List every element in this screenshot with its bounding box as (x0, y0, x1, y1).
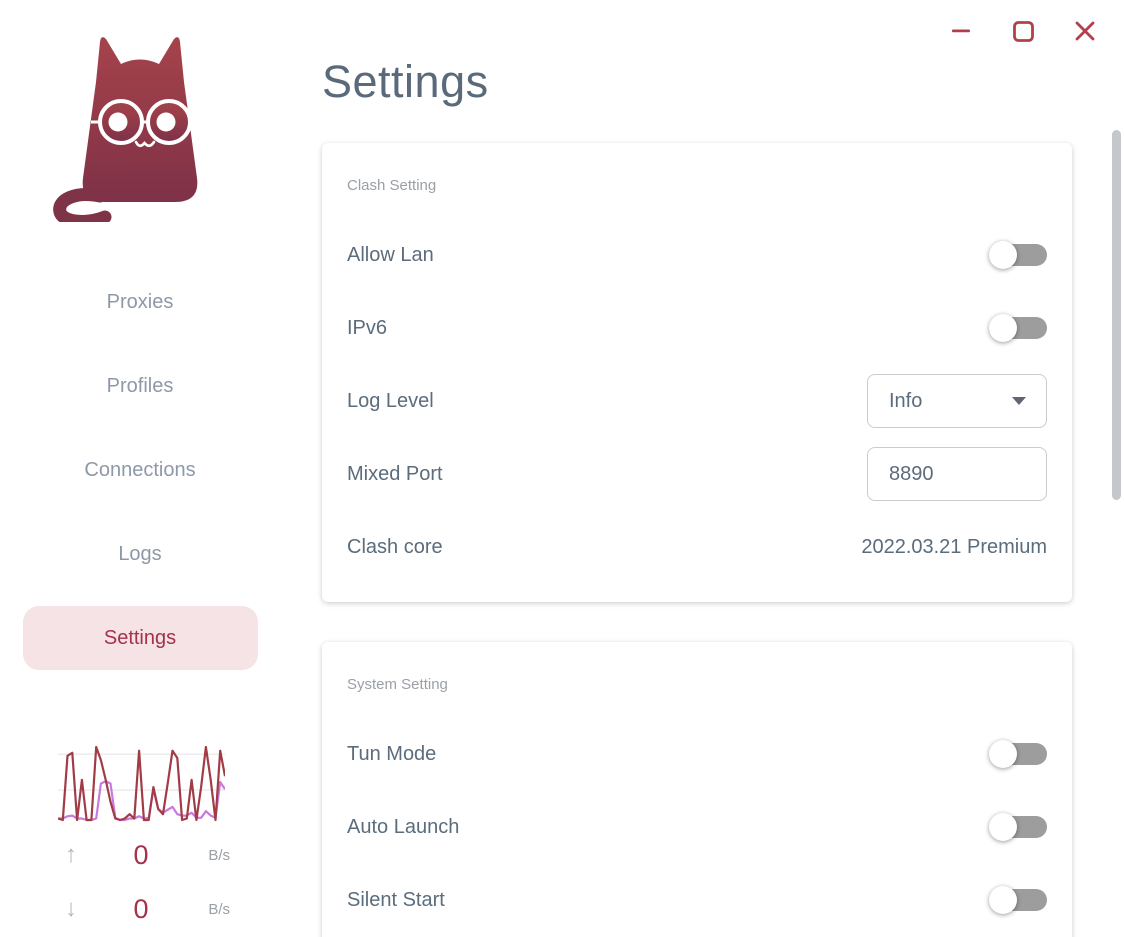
download-speed-value: 0 (133, 893, 149, 924)
allow-lan-toggle[interactable] (989, 241, 1047, 270)
allow-lan-label: Allow Lan (347, 243, 434, 266)
mixed-port-label: Mixed Port (347, 462, 443, 485)
sidebar-item-profiles[interactable]: Profiles (106, 374, 174, 397)
auto-launch-label: Auto Launch (347, 815, 460, 838)
toggle-knob (989, 813, 1017, 842)
toggle-knob (989, 241, 1017, 270)
arrow-up-icon: ↑ (65, 841, 77, 868)
toggle-knob (989, 314, 1017, 343)
clash-setting-card: Clash Setting Allow Lan IPv6 Log Level (322, 142, 1072, 602)
ipv6-toggle[interactable] (989, 314, 1047, 343)
log-level-label: Log Level (347, 389, 434, 412)
maximize-button[interactable] (1012, 18, 1034, 44)
row-ipv6: IPv6 (347, 292, 1047, 365)
silent-start-toggle[interactable] (989, 886, 1047, 915)
row-mixed-port: Mixed Port (347, 438, 1047, 511)
sidebar-nav: Proxies Profiles Connections Logs Settin… (0, 270, 280, 670)
clash-core-version: 2022.03.21 Premium (861, 535, 1047, 558)
silent-start-label: Silent Start (347, 888, 445, 911)
card-section-label: System Setting (347, 676, 448, 694)
row-tun-mode: Tun Mode (347, 718, 1047, 791)
sidebar: Proxies Profiles Connections Logs Settin… (0, 0, 280, 937)
arrow-down-icon: ↓ (65, 895, 77, 922)
minimize-icon (952, 29, 970, 33)
toggle-knob (989, 886, 1017, 915)
chevron-down-icon (1012, 397, 1026, 406)
traffic-graph (58, 745, 225, 822)
upload-speed-row: ↑ 0 B/s (50, 838, 230, 872)
sidebar-item-logs[interactable]: Logs (118, 542, 162, 565)
minimize-button[interactable] (950, 18, 972, 44)
cat-icon (53, 37, 198, 228)
download-speed-row: ↓ 0 B/s (50, 892, 230, 926)
close-icon (1075, 21, 1095, 41)
page-title: Settings (322, 56, 489, 107)
mixed-port-input[interactable] (867, 447, 1047, 502)
row-allow-lan: Allow Lan (347, 219, 1047, 292)
system-setting-card: System Setting Tun Mode Auto Launch Sile… (322, 641, 1072, 937)
upload-speed-unit: B/s (208, 846, 230, 864)
sidebar-item-connections[interactable]: Connections (84, 458, 196, 481)
traffic-panel: ↑ 0 B/s ↓ 0 B/s (0, 739, 280, 926)
download-speed-unit: B/s (208, 900, 230, 918)
card-section-label: Clash Setting (347, 177, 437, 195)
row-clash-core: Clash core 2022.03.21 Premium (347, 511, 1047, 584)
ipv6-label: IPv6 (347, 316, 388, 339)
row-auto-launch: Auto Launch (347, 791, 1047, 864)
log-level-select[interactable]: Info (867, 374, 1047, 429)
clash-cat-logo (45, 30, 235, 228)
sidebar-item-proxies[interactable]: Proxies (106, 290, 174, 313)
tun-mode-toggle[interactable] (989, 740, 1047, 769)
toggle-knob (989, 740, 1017, 769)
maximize-icon (1012, 20, 1034, 42)
clash-core-label: Clash core (347, 535, 443, 558)
tun-mode-label: Tun Mode (347, 742, 437, 765)
row-log-level: Log Level Info (347, 365, 1047, 438)
log-level-selected-value: Info (889, 389, 923, 412)
scrollbar[interactable] (1112, 130, 1121, 500)
window-controls (950, 18, 1096, 44)
auto-launch-toggle[interactable] (989, 813, 1047, 842)
row-silent-start: Silent Start (347, 864, 1047, 937)
sidebar-item-settings[interactable]: Settings (22, 606, 258, 670)
main-content: Settings Clash Setting Allow Lan IPv6 Lo… (280, 0, 1124, 937)
upload-speed-value: 0 (133, 839, 149, 870)
close-button[interactable] (1074, 18, 1096, 44)
